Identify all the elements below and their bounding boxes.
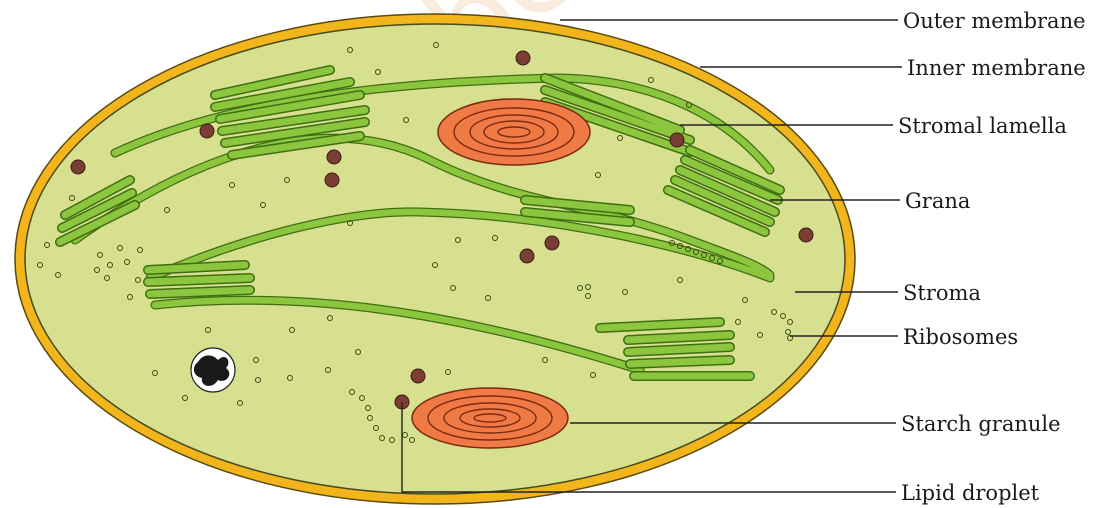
leader-lines xyxy=(401,19,902,493)
label-stromal-lamella: Stromal lamella xyxy=(898,114,1067,138)
grana-stacks xyxy=(55,65,785,381)
label-inner-membrane: Inner membrane xyxy=(907,56,1086,80)
dna-body xyxy=(190,347,236,393)
label-starch-granule: Starch granule xyxy=(901,412,1061,436)
stromal-lamellae xyxy=(70,73,775,375)
label-lipid-droplet: Lipid droplet xyxy=(901,481,1040,505)
starch-granule-lower xyxy=(411,387,569,449)
labels: Outer membrane Inner membrane Stromal la… xyxy=(898,9,1086,505)
label-stroma: Stroma xyxy=(903,281,981,305)
label-grana: Grana xyxy=(905,189,970,213)
label-outer-membrane: Outer membrane xyxy=(903,9,1086,33)
label-ribosomes: Ribosomes xyxy=(903,325,1018,349)
starch-granule-upper xyxy=(437,98,591,166)
ribosomes xyxy=(37,42,793,443)
